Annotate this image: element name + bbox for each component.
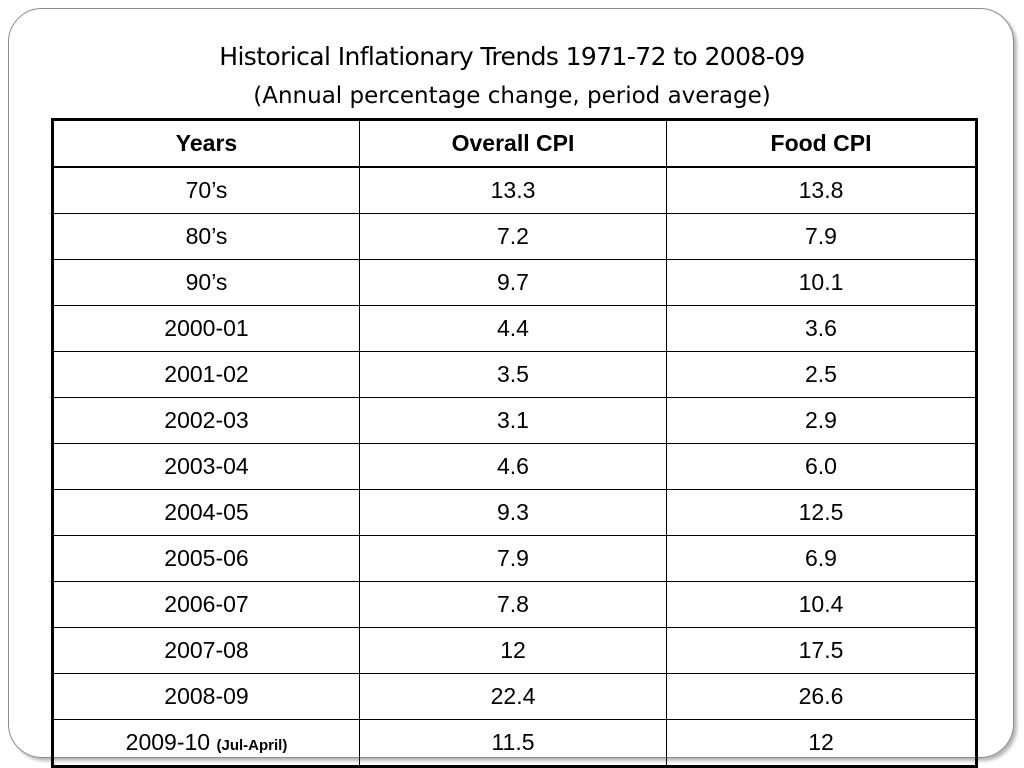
slide-subtitle: (Annual percentage change, period averag… (253, 83, 771, 109)
table-row: 2004-05 9.3 12.5 (52, 489, 977, 536)
cell-food-cpi: 6.9 (666, 535, 977, 582)
cell-year: 90’s (52, 259, 360, 306)
cell-year: 2001-02 (52, 351, 360, 398)
table-row: 90’s 9.7 10.1 (52, 259, 977, 306)
cell-year: 2002-03 (52, 397, 360, 444)
table-row: 2009-10 (Jul-April) 11.5 12 (52, 719, 977, 767)
cell-overall-cpi: 7.8 (359, 581, 667, 628)
cell-food-cpi: 17.5 (666, 627, 977, 674)
cell-year: 80’s (52, 213, 360, 260)
cell-year: 2005-06 (52, 535, 360, 582)
inflation-table: Years Overall CPI Food CPI 70’s 13.3 13.… (51, 118, 978, 768)
cell-food-cpi: 2.9 (666, 397, 977, 444)
table-row: 2007-08 12 17.5 (52, 627, 977, 674)
table-row: 70’s 13.3 13.8 (52, 166, 977, 214)
cell-overall-cpi: 22.4 (359, 673, 667, 720)
table-row: 2008-09 22.4 26.6 (52, 673, 977, 720)
cell-year: 2000-01 (52, 305, 360, 352)
table-row: 2002-03 3.1 2.9 (52, 397, 977, 444)
cell-year: 2009-10 (Jul-April) (52, 719, 360, 767)
cell-food-cpi: 7.9 (666, 213, 977, 260)
cell-overall-cpi: 4.6 (359, 443, 667, 490)
cell-overall-cpi: 7.9 (359, 535, 667, 582)
cell-food-cpi: 2.5 (666, 351, 977, 398)
cell-overall-cpi: 11.5 (359, 719, 667, 767)
year-label: 2009-10 (125, 729, 211, 755)
cell-food-cpi: 26.6 (666, 673, 977, 720)
cell-overall-cpi: 3.1 (359, 397, 667, 444)
header-food-cpi: Food CPI (666, 119, 977, 168)
cell-year: 2007-08 (52, 627, 360, 674)
cell-year: 2008-09 (52, 673, 360, 720)
year-period-note: (Jul-April) (216, 737, 288, 754)
cell-food-cpi: 12.5 (666, 489, 977, 536)
cell-overall-cpi: 3.5 (359, 351, 667, 398)
table-row: 2003-04 4.6 6.0 (52, 443, 977, 490)
slide-title: Historical Inflationary Trends 1971-72 t… (219, 42, 805, 71)
cell-overall-cpi: 12 (359, 627, 667, 674)
table-row: 80’s 7.2 7.9 (52, 213, 977, 260)
header-overall-cpi: Overall CPI (359, 119, 667, 168)
cell-food-cpi: 6.0 (666, 443, 977, 490)
cell-year: 2004-05 (52, 489, 360, 536)
table-row: 2000-01 4.4 3.6 (52, 305, 977, 352)
cell-overall-cpi: 13.3 (359, 166, 667, 214)
cell-year: 2003-04 (52, 443, 360, 490)
table-header-row: Years Overall CPI Food CPI (52, 119, 977, 168)
header-years: Years (52, 119, 360, 168)
cell-overall-cpi: 9.7 (359, 259, 667, 306)
cell-overall-cpi: 7.2 (359, 213, 667, 260)
table-row: 2006-07 7.8 10.4 (52, 581, 977, 628)
cell-year: 70’s (52, 166, 360, 214)
cell-food-cpi: 3.6 (666, 305, 977, 352)
cell-overall-cpi: 4.4 (359, 305, 667, 352)
table-row: 2001-02 3.5 2.5 (52, 351, 977, 398)
table-row: 2005-06 7.9 6.9 (52, 535, 977, 582)
cell-food-cpi: 10.1 (666, 259, 977, 306)
cell-year: 2006-07 (52, 581, 360, 628)
cell-food-cpi: 10.4 (666, 581, 977, 628)
cell-food-cpi: 12 (666, 719, 977, 767)
cell-overall-cpi: 9.3 (359, 489, 667, 536)
cell-food-cpi: 13.8 (666, 166, 977, 214)
